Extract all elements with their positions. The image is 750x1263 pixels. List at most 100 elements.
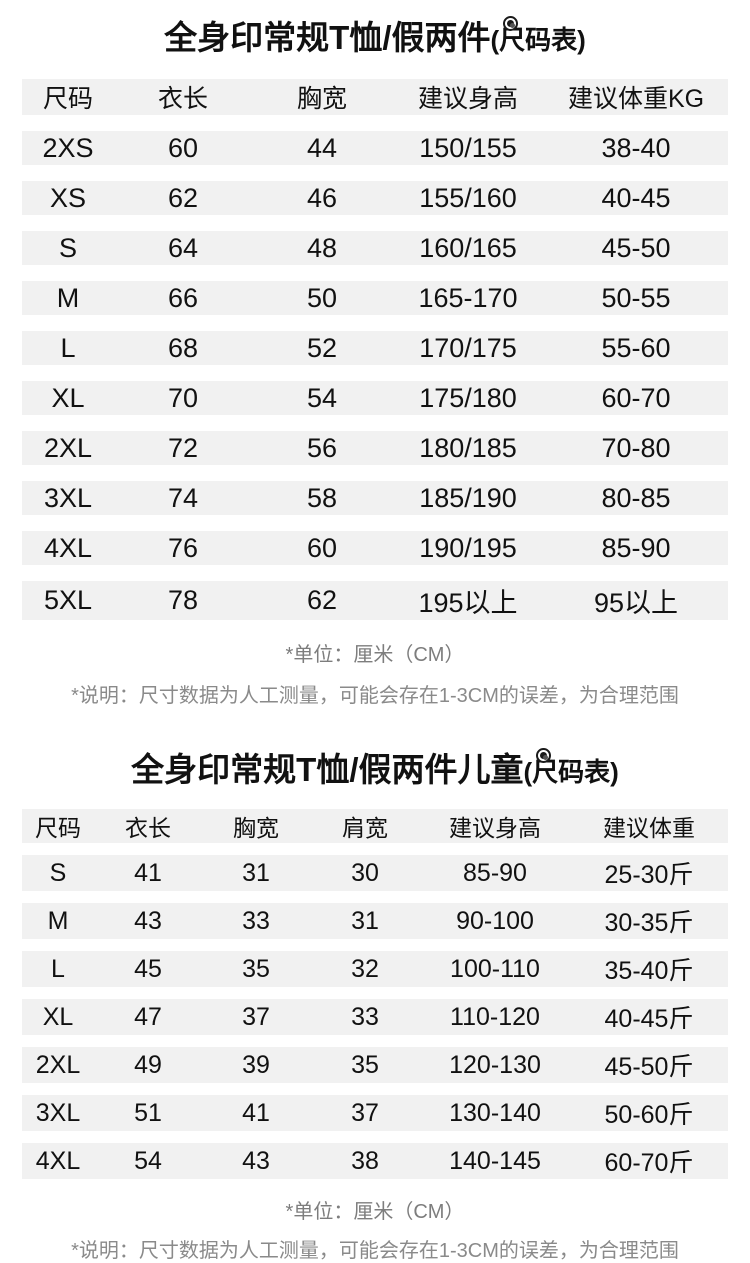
- cell-size: 2XL: [22, 1047, 94, 1083]
- cell-height: 85-90: [420, 855, 570, 891]
- cell-length: 62: [114, 181, 252, 215]
- cell-weight: 40-45斤: [570, 999, 728, 1035]
- kids-col-header: 建议身高: [420, 809, 570, 843]
- kids-title-main: 全身印常规T恤/假两件儿童: [131, 751, 524, 788]
- kids-note-description: *说明：尺寸数据为人工测量，可能会存在1-3CM的误差，为合理范围: [71, 1240, 679, 1262]
- cell-chest: 60: [252, 531, 392, 565]
- row-spacer: [22, 843, 728, 855]
- cell-weight: 80-85: [544, 481, 728, 515]
- cell-chest: 62: [252, 581, 392, 620]
- adult-chart-title: 全身印常规T恤/假两件(尺 码表): [0, 16, 750, 56]
- cell-size: 2XL: [22, 431, 114, 465]
- cell-weight: 60-70: [544, 381, 728, 415]
- cell-chest: 48: [252, 231, 392, 265]
- cell-weight: 60-70斤: [570, 1143, 728, 1179]
- kids-chart-title: 全身印常规T恤/假两件儿童(尺 码表): [0, 748, 750, 788]
- adult-title-paren-rest: 码表): [525, 25, 586, 55]
- row-spacer: [22, 1131, 728, 1143]
- kids-note-unit: *单位：厘米（CM）: [285, 1201, 465, 1223]
- row-spacer: [22, 465, 728, 481]
- row-spacer: [22, 265, 728, 281]
- adult-title-paren-open: (尺: [490, 25, 526, 55]
- table-row: S 41 31 30 85-90 25-30斤: [22, 855, 728, 891]
- row-spacer: [22, 891, 728, 903]
- adult-table-body: 尺码 衣长 胸宽 建议身高 建议体重KG 2XS 60 44 150/155 3…: [22, 79, 728, 620]
- cell-size: 3XL: [22, 1095, 94, 1131]
- cell-size: XL: [22, 381, 114, 415]
- cell-height: 185/190: [392, 481, 544, 515]
- cell-weight: 85-90: [544, 531, 728, 565]
- cell-shoulder: 30: [310, 855, 420, 891]
- cell-height: 90-100: [420, 903, 570, 939]
- cell-height: 180/185: [392, 431, 544, 465]
- cell-length: 51: [94, 1095, 202, 1131]
- cell-length: 78: [114, 581, 252, 620]
- table-row: M 43 33 31 90-100 30-35斤: [22, 903, 728, 939]
- cell-chest: 37: [202, 999, 310, 1035]
- table-row: 5XL 78 62 195以上 95以上: [22, 581, 728, 620]
- table-row: L 68 52 170/175 55-60: [22, 331, 728, 365]
- cell-weight: 25-30斤: [570, 855, 728, 891]
- cell-length: 72: [114, 431, 252, 465]
- table-row: S 64 48 160/165 45-50: [22, 231, 728, 265]
- kids-table-wrap: 尺码 衣长 胸宽 肩宽 建议身高 建议体重 S 41 31 30 85-90 2…: [0, 786, 750, 1179]
- adult-note-unit: *单位：厘米（CM）: [285, 644, 465, 666]
- cell-height: 110-120: [420, 999, 570, 1035]
- cell-weight: 40-45: [544, 181, 728, 215]
- cell-length: 54: [94, 1143, 202, 1179]
- adult-size-table: 尺码 衣长 胸宽 建议身高 建议体重KG 2XS 60 44 150/155 3…: [22, 79, 728, 620]
- adult-title-paren: (尺 码表): [490, 16, 586, 55]
- row-spacer: [22, 515, 728, 531]
- table-row: 2XL 72 56 180/185 70-80: [22, 431, 728, 465]
- cell-weight: 35-40斤: [570, 951, 728, 987]
- adult-note-description: *说明：尺寸数据为人工测量，可能会存在1-3CM的误差，为合理范围: [71, 685, 679, 707]
- table-row: XL 47 37 33 110-120 40-45斤: [22, 999, 728, 1035]
- table-row: L 45 35 32 100-110 35-40斤: [22, 951, 728, 987]
- table-row: 3XL 74 58 185/190 80-85: [22, 481, 728, 515]
- cell-shoulder: 31: [310, 903, 420, 939]
- cell-height: 130-140: [420, 1095, 570, 1131]
- cell-size: XL: [22, 999, 94, 1035]
- cell-height: 170/175: [392, 331, 544, 365]
- cell-height: 165-170: [392, 281, 544, 315]
- cell-chest: 52: [252, 331, 392, 365]
- table-row: 4XL 76 60 190/195 85-90: [22, 531, 728, 565]
- cell-length: 47: [94, 999, 202, 1035]
- adult-col-header: 胸宽: [252, 79, 392, 115]
- cell-height: 155/160: [392, 181, 544, 215]
- cell-weight: 45-50斤: [570, 1047, 728, 1083]
- cell-length: 74: [114, 481, 252, 515]
- table-row: 4XL 54 43 38 140-145 60-70斤: [22, 1143, 728, 1179]
- cell-size: S: [22, 231, 114, 265]
- kids-col-header: 胸宽: [202, 809, 310, 843]
- cell-weight: 70-80: [544, 431, 728, 465]
- kids-table-body: 尺码 衣长 胸宽 肩宽 建议身高 建议体重 S 41 31 30 85-90 2…: [22, 809, 728, 1179]
- kids-col-header: 尺码: [22, 809, 94, 843]
- cell-length: 45: [94, 951, 202, 987]
- cell-weight: 55-60: [544, 331, 728, 365]
- cell-shoulder: 35: [310, 1047, 420, 1083]
- row-spacer: [22, 415, 728, 431]
- adult-title-wrap: 全身印常规T恤/假两件(尺 码表): [0, 0, 750, 54]
- cell-size: 2XS: [22, 131, 114, 165]
- cell-weight: 50-55: [544, 281, 728, 315]
- cell-weight: 50-60斤: [570, 1095, 728, 1131]
- cell-length: 68: [114, 331, 252, 365]
- cell-length: 60: [114, 131, 252, 165]
- cell-chest: 58: [252, 481, 392, 515]
- kids-title-paren: (尺 码表): [523, 748, 619, 787]
- cell-chest: 46: [252, 181, 392, 215]
- cell-height: 175/180: [392, 381, 544, 415]
- cell-chest: 44: [252, 131, 392, 165]
- kids-col-header: 衣长: [94, 809, 202, 843]
- cell-height: 120-130: [420, 1047, 570, 1083]
- table-row: 2XL 49 39 35 120-130 45-50斤: [22, 1047, 728, 1083]
- adult-title-main: 全身印常规T恤/假两件: [164, 19, 491, 56]
- kids-title-wrap: 全身印常规T恤/假两件儿童(尺 码表): [0, 708, 750, 786]
- cell-chest: 41: [202, 1095, 310, 1131]
- cell-chest: 31: [202, 855, 310, 891]
- row-spacer: [22, 939, 728, 951]
- table-row: XS 62 46 155/160 40-45: [22, 181, 728, 215]
- adult-col-header: 衣长: [114, 79, 252, 115]
- row-spacer: [22, 215, 728, 231]
